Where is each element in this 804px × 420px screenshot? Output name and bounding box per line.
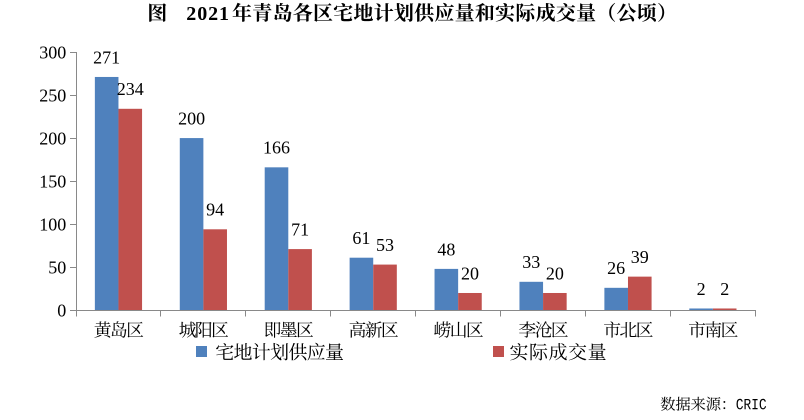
svg-text:94: 94 [206,200,224,220]
svg-text:61: 61 [352,228,370,248]
svg-text:200: 200 [39,128,66,148]
svg-text:200: 200 [178,108,205,128]
svg-text:234: 234 [117,79,144,99]
svg-text:2: 2 [697,279,706,299]
svg-text:150: 150 [39,171,66,191]
svg-text:33: 33 [522,252,540,272]
svg-text:71: 71 [291,219,309,239]
svg-text:39: 39 [631,247,649,267]
svg-text:2: 2 [720,279,729,299]
svg-text:2021: 2021 [186,3,230,25]
svg-text:250: 250 [39,85,66,105]
svg-text:0: 0 [57,301,66,321]
svg-text:50: 50 [48,257,66,277]
svg-text:20: 20 [546,263,564,283]
svg-text:300: 300 [39,42,66,62]
svg-text:26: 26 [607,258,625,278]
svg-text:100: 100 [39,214,66,234]
svg-text:20: 20 [461,263,479,283]
svg-text:48: 48 [437,239,455,259]
svg-text:166: 166 [263,138,290,158]
svg-text:53: 53 [376,235,394,255]
svg-text:271: 271 [93,47,120,67]
